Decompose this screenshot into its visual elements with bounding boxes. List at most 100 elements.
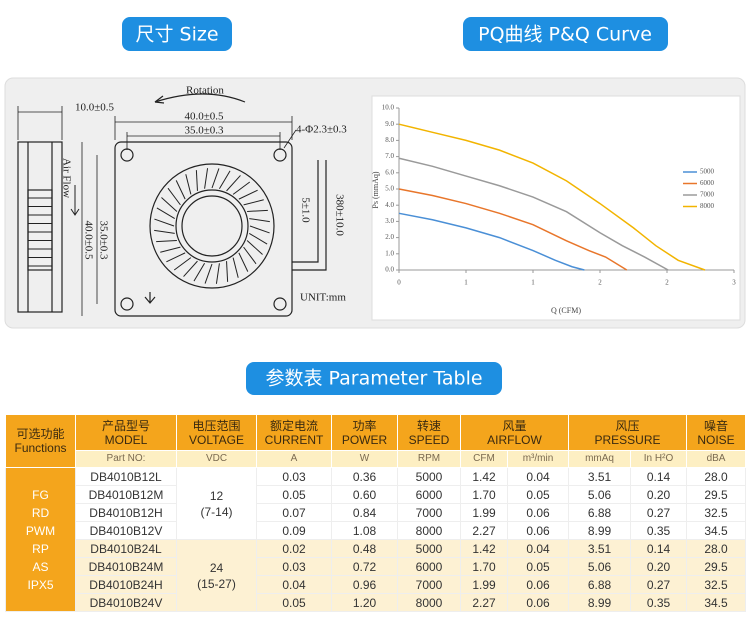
table-row: DB4010B24L 24 (15-27) 0.02 0.48 5000 1.42 0.04 3… [6,539,747,612]
value-cell: 0.96 [331,575,398,594]
value-cell: 0.06 [506,503,570,522]
front-outline [114,141,293,317]
blade [173,257,192,271]
heading-pill [463,17,668,51]
blade [175,180,186,200]
dimension-label: 4-Φ2.3±0.3 [296,124,347,136]
value: 0.48 [352,541,377,556]
value-cell: 6000 [397,557,461,576]
dimension-label: UNIT:mm [300,292,346,304]
x-tick-label: 1 [464,279,468,287]
leader [283,129,297,149]
unit-cell: mmAq [568,450,632,468]
header-en: MODEL [104,432,148,447]
value-cell: 1.42 [460,539,508,558]
value-cell: 0.35 [630,521,688,540]
value: 0.72 [352,559,377,574]
blade [238,189,258,200]
value: 7000 [415,577,443,592]
blade [249,232,268,245]
value: 6.88 [587,505,612,520]
unit: RPM [417,453,441,464]
header-cell: 功率 POWER [331,414,398,451]
blade [166,252,186,263]
dimension-label: 35.0±0.3 [97,220,109,260]
model-cell: DB4010B24V [75,593,177,612]
side-outline [17,141,63,313]
heading: 尺寸 Size [135,24,218,46]
x-axis-title: Q (CFM) [551,306,581,315]
value-cell: 8000 [397,593,461,612]
value-cell: 0.60 [331,485,398,504]
header-zh: 转速 [416,418,441,433]
table-row: Part NO: VDC A W RPM CFM m³/min mmAq In H²O dBA [6,450,747,468]
value-cell: 0.03 [256,557,332,576]
header-zh: 风量 [502,418,527,433]
unit: m³/min [522,453,554,464]
y-tick-label: 6.0 [385,168,394,176]
unit-cell: RPM [397,450,461,468]
blade [204,263,213,284]
unit-cell: In H²O [630,450,688,468]
value-cell: 0.27 [630,575,688,594]
value: 0.20 [646,487,671,502]
header-cell: 风压 PRESSURE [568,414,688,451]
value-cell: 0.20 [630,557,688,576]
blade [249,225,270,234]
value: 0.06 [526,523,550,538]
dim-line [17,106,63,140]
front-view [17,93,327,317]
value-cell: 1.70 [460,485,508,504]
dim-line [81,142,98,316]
value-cell: 28.0 [686,467,747,486]
model: DB4010B24L [90,541,162,556]
y-tick-label: 1.0 [385,249,394,257]
value-cell: 34.5 [686,521,747,540]
value: 6000 [415,487,443,502]
header-zh: 噪音 [704,418,729,433]
unit-cell: A [256,450,332,468]
value: 0.05 [282,595,306,610]
value: 0.03 [282,469,306,484]
blade [249,218,270,223]
blade [243,246,257,265]
value: 1.42 [472,469,496,484]
header-cell: 额定电流 CURRENT [256,414,332,451]
value: 0.05 [526,559,550,574]
model: DB4010B24H [89,577,163,592]
value-cell: 0.35 [630,593,688,612]
x-tick-label: 1 [531,279,535,287]
unit: W [359,453,370,464]
value-cell: 3.51 [568,467,632,486]
value-cell: 0.27 [630,503,688,522]
value: 0.02 [282,541,306,556]
value: 8.99 [587,523,612,538]
blade [204,168,209,189]
value-cell: 0.04 [506,467,570,486]
value: 0.07 [282,505,306,520]
impeller-hub-inner [181,195,243,257]
value: 3.51 [587,541,612,556]
curve [398,212,585,271]
value: 1.42 [472,541,496,556]
dimension-label: 40.0±0.5 [82,220,94,260]
value: 29.5 [704,487,728,502]
chart-area [371,95,741,321]
value-cell: 0.05 [506,485,570,504]
blade [218,170,231,189]
value: 0.04 [526,469,550,484]
header-en: CURRENT [264,432,324,447]
unit-cell: CFM [460,450,508,468]
header-en: POWER [341,432,388,447]
blade [232,257,239,278]
value: 6.88 [587,577,612,592]
value: 8000 [415,595,443,610]
heading-pill [246,362,502,395]
value-cell: 5000 [397,539,461,558]
model: DB4010B12V [89,523,163,538]
model: DB4010B12H [89,505,163,520]
table-row: DB4010B12V 0.09 1.08 8000 2.27 0.06 8.99 0.35 34… [6,521,747,540]
header-cell: 转速 SPEED [397,414,461,451]
value: 6000 [415,559,443,574]
